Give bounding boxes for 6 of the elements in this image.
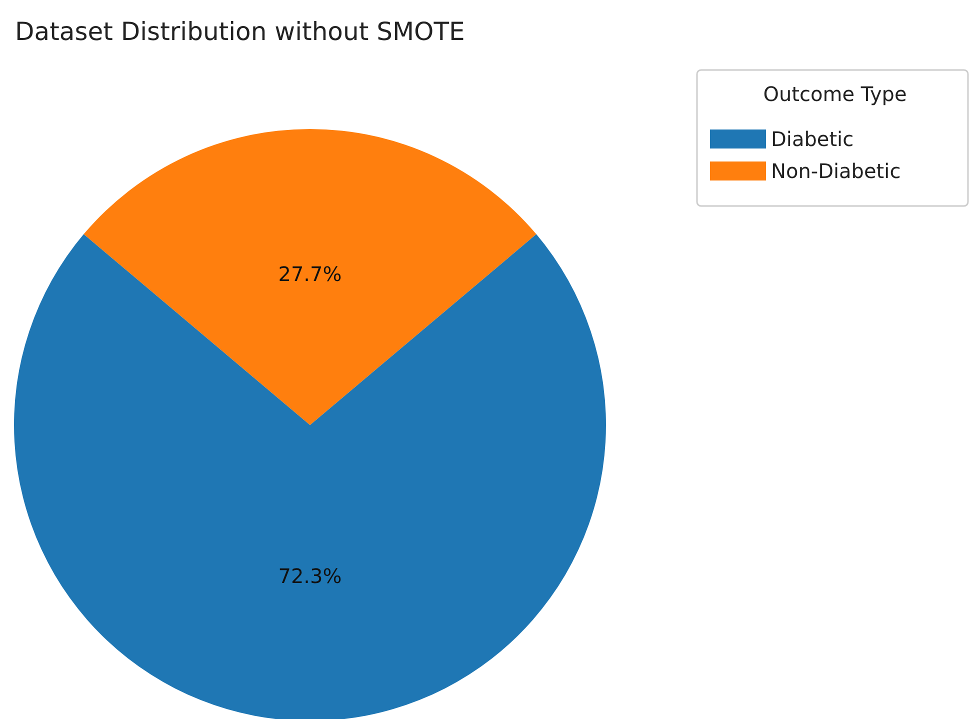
legend-label: Diabetic (771, 127, 854, 151)
legend-label: Non-Diabetic (771, 159, 901, 183)
chart-title: Dataset Distribution without SMOTE (15, 17, 465, 46)
legend-title: Outcome Type (763, 82, 907, 106)
data-label: 27.7% (278, 262, 342, 286)
data-label: 72.3% (278, 564, 342, 588)
